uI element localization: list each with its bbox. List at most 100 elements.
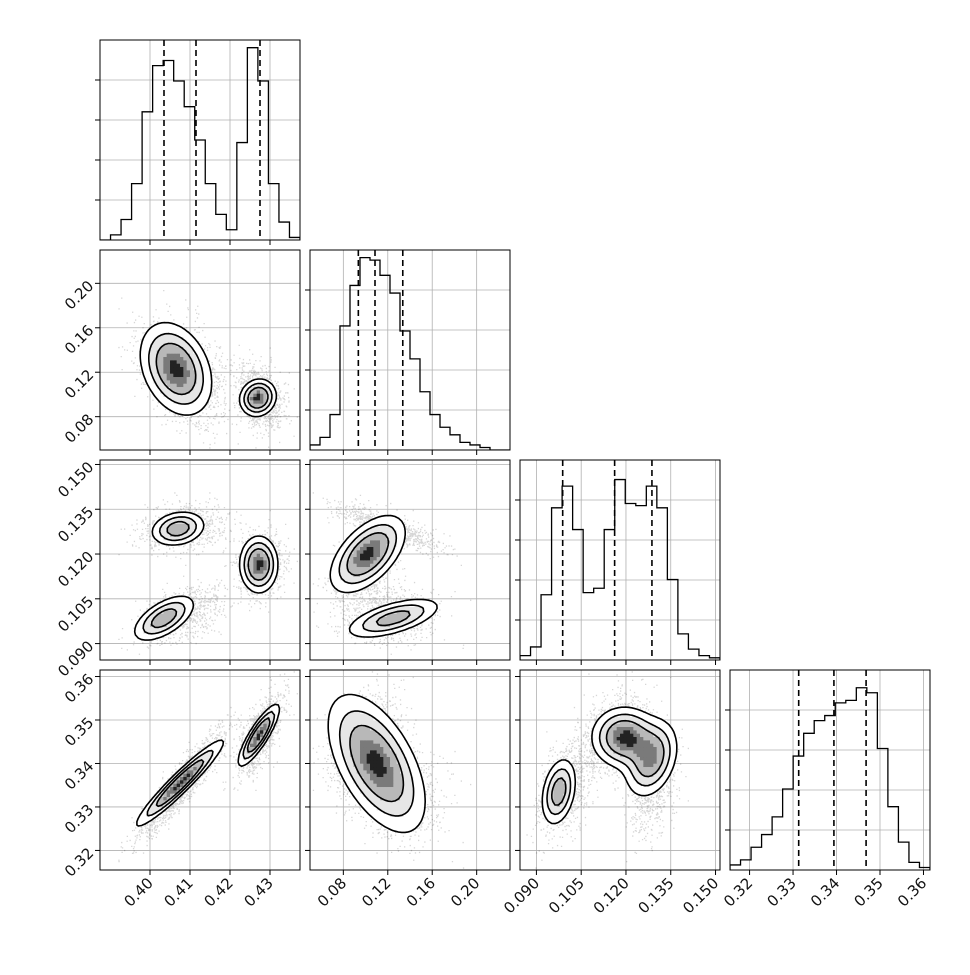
- density-cell: [190, 396, 194, 401]
- density-cell: [360, 570, 364, 574]
- density-cell: [390, 520, 394, 524]
- density-cell: [386, 803, 391, 808]
- density-cell: [553, 820, 558, 824]
- density-cell: [656, 730, 661, 734]
- density-cell: [360, 700, 364, 704]
- density-cell: [410, 763, 414, 768]
- density-cell: [350, 716, 354, 721]
- density-cell: [183, 386, 188, 391]
- density-cell: [366, 783, 371, 788]
- density-cell: [353, 563, 358, 568]
- density-cell: [646, 773, 651, 778]
- density-cell: [163, 330, 168, 334]
- density-cell: [386, 726, 391, 731]
- density-cell: [670, 763, 674, 768]
- density-cell: [160, 346, 164, 351]
- density-cell: [273, 556, 278, 561]
- density-cell: [370, 770, 374, 774]
- density-cell: [203, 373, 208, 378]
- density-cell: [406, 616, 411, 621]
- density-cell: [160, 520, 164, 524]
- density-cell: [340, 726, 344, 731]
- density-cell: [603, 726, 608, 731]
- density-cell: [140, 623, 144, 628]
- density-cell: [633, 713, 638, 718]
- density-cell: [186, 350, 191, 354]
- density-cell: [650, 743, 654, 748]
- density-cell: [600, 716, 604, 721]
- density-cell: [640, 720, 644, 724]
- density-cell: [646, 763, 651, 768]
- density-cell: [660, 733, 664, 738]
- density-cell: [370, 736, 374, 741]
- density-cell: [383, 543, 388, 548]
- density-cell: [390, 750, 394, 754]
- density-cell: [386, 616, 391, 621]
- density-cell: [663, 726, 668, 731]
- density-cell: [366, 700, 371, 704]
- density-cell: [163, 356, 168, 361]
- density-cell: [273, 573, 278, 578]
- density-cell: [173, 513, 178, 518]
- density-cell: [553, 776, 558, 781]
- density-cell: [143, 346, 148, 351]
- density-cell: [383, 516, 388, 521]
- density-cell: [356, 756, 361, 761]
- density-cell: [416, 613, 421, 618]
- histogram-step-0: [100, 47, 300, 240]
- density-cell: [553, 800, 558, 804]
- density-cell: [626, 750, 631, 754]
- density-cell: [150, 340, 154, 344]
- density-cell: [390, 773, 394, 778]
- density-cell: [353, 793, 358, 798]
- density-cell: [203, 760, 208, 764]
- density-cell: [656, 783, 661, 788]
- density-cell: [173, 330, 178, 334]
- density-cell: [163, 806, 168, 811]
- density-cell: [396, 523, 401, 528]
- density-cell: [176, 336, 181, 341]
- density-cell: [213, 750, 218, 754]
- density-cell: [180, 356, 184, 361]
- density-cell: [373, 540, 378, 544]
- density-cell: [370, 733, 374, 738]
- density-cell: [543, 806, 548, 811]
- panel-content-3-2: [526, 671, 689, 869]
- density-cell: [356, 720, 361, 724]
- density-cell: [350, 543, 354, 548]
- density-cell: [363, 523, 368, 528]
- density-cell: [356, 703, 361, 708]
- density-cell: [396, 626, 401, 631]
- density-cell: [383, 806, 388, 811]
- density-cell: [143, 626, 148, 631]
- density-cell: [396, 526, 401, 531]
- density-cell: [360, 803, 364, 808]
- density-cell: [220, 740, 224, 744]
- density-cell: [666, 763, 671, 768]
- density-cell: [646, 740, 651, 744]
- density-cell: [190, 520, 194, 524]
- contour-line-1: [338, 524, 425, 633]
- density-cell: [376, 570, 381, 574]
- density-cell: [163, 533, 168, 538]
- density-cell: [336, 730, 341, 734]
- density-cell: [570, 786, 574, 791]
- density-cell: [366, 540, 371, 544]
- density-cell: [400, 810, 404, 814]
- density-cell: [393, 820, 398, 824]
- density-cell: [420, 810, 424, 814]
- density-cell: [643, 743, 648, 748]
- panel-frame: [99, 39, 301, 241]
- density-cell: [396, 550, 401, 554]
- density-cell: [413, 610, 418, 614]
- density-cell: [210, 743, 214, 748]
- density-cell: [423, 606, 428, 611]
- density-cell: [150, 350, 154, 354]
- density-cell: [170, 346, 174, 351]
- density-cell: [153, 373, 158, 378]
- density-cell: [156, 536, 161, 541]
- density-cell: [370, 773, 374, 778]
- density-cell: [166, 786, 171, 791]
- density-cell: [423, 610, 428, 614]
- density-cell: [396, 786, 401, 791]
